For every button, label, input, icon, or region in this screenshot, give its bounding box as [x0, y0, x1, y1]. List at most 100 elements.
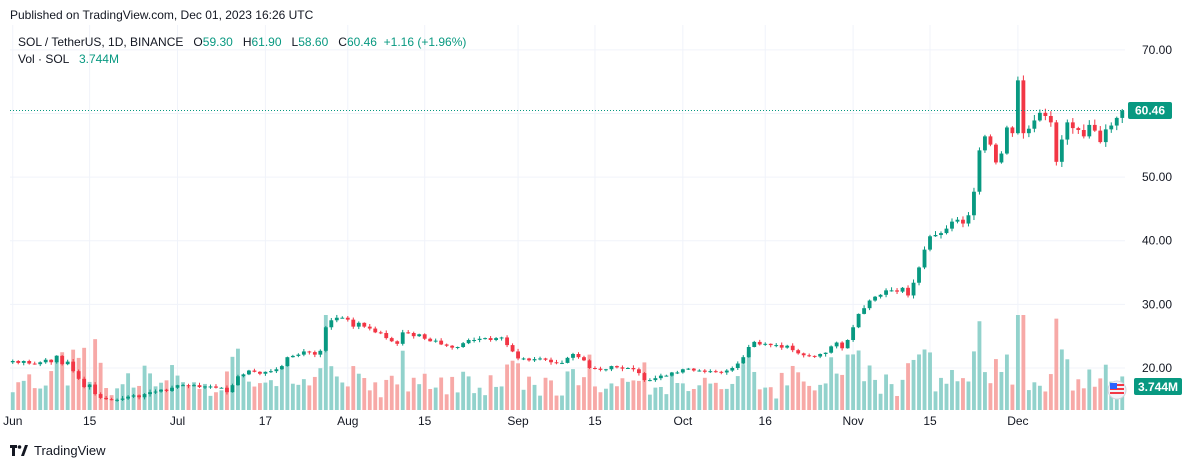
volume-bar [538, 395, 542, 410]
symbol-title[interactable]: SOL / TetherUS, 1D, BINANCE [18, 35, 184, 49]
candle-body [554, 362, 559, 364]
volume-bar [1098, 378, 1103, 410]
candle-body [851, 327, 856, 340]
volume-bar [983, 372, 987, 410]
open-value: 59.30 [202, 35, 233, 49]
volume-bar [1026, 390, 1031, 410]
volume-bar [98, 362, 103, 410]
footer-brand[interactable]: TradingView [34, 443, 106, 458]
volume-bar [1103, 364, 1108, 410]
candle-body [906, 287, 910, 296]
volume-bar [719, 389, 724, 410]
candle-body [422, 334, 427, 339]
candle-body [170, 387, 174, 391]
volume-bar [933, 391, 938, 410]
candle-body [757, 341, 762, 345]
time-tick-label: 15 [418, 414, 432, 428]
volume-bar [82, 347, 87, 410]
volume-bar [785, 385, 790, 410]
volume-title[interactable]: Vol · SOL [18, 52, 69, 66]
candle-body [395, 341, 400, 344]
candle-body [499, 337, 504, 339]
candle-body [1054, 122, 1059, 162]
candle-body [444, 344, 449, 346]
volume-bar [1059, 349, 1064, 410]
volume-bar [505, 364, 510, 410]
candle-body [889, 290, 894, 292]
candle-body [1059, 139, 1064, 162]
time-tick-label: 15 [923, 414, 937, 428]
volume-bar [697, 385, 702, 410]
candle-body [999, 153, 1004, 163]
volume-bar [691, 388, 696, 410]
candle-body [71, 361, 76, 372]
candle-body [49, 359, 54, 363]
time-axis[interactable]: Jun 15 Jul 17 Aug 15 Sep 15 Oct 16 Nov 15 Dec [3, 414, 1028, 428]
candle-body [1109, 125, 1114, 130]
volume-bar [1109, 381, 1114, 410]
candle-body [203, 386, 207, 388]
volume-bar [203, 383, 207, 410]
volume-bar [323, 315, 328, 410]
candle-body [197, 385, 202, 388]
volume-bar [301, 379, 306, 410]
volume-bar [120, 384, 125, 410]
price-axis[interactable]: 70.00 60.00 50.00 40.00 30.00 20.00 [1142, 43, 1172, 375]
volume-bar [208, 395, 213, 410]
candle-body [713, 371, 718, 373]
candle-body [16, 361, 21, 363]
candle-body [1021, 80, 1026, 134]
candle-body [604, 369, 608, 371]
volume-value: 3.744M [78, 52, 119, 66]
volume-bar [730, 383, 735, 410]
volume-bar [884, 374, 888, 410]
volume-bar [735, 376, 740, 410]
candle-body [483, 338, 488, 340]
candle-body [642, 373, 647, 381]
candle-body [82, 378, 87, 388]
volume-bar [406, 391, 411, 410]
candle-body [257, 371, 262, 374]
volume-bar [796, 372, 801, 410]
candle-body [636, 369, 641, 374]
volume-bar [961, 378, 965, 410]
volume-bar [384, 379, 389, 410]
volume-bar [604, 388, 608, 410]
time-tick-label: 16 [759, 414, 773, 428]
candle-body [263, 371, 268, 374]
volume-bar [499, 386, 504, 410]
candle-body [159, 389, 163, 392]
volume-bar [257, 383, 262, 410]
candle-body [126, 396, 131, 399]
candle-body [268, 371, 273, 373]
volume-bar [477, 387, 482, 410]
volume-bar [181, 382, 185, 410]
volume-bar [944, 383, 949, 410]
candle-body [521, 358, 526, 360]
candle-body [318, 350, 323, 355]
candle-body [477, 338, 482, 340]
volume-bar [994, 359, 998, 410]
volume-bar [351, 366, 356, 410]
volume-bar [296, 384, 301, 410]
volume-bar [999, 371, 1004, 410]
candles [10, 75, 1125, 402]
candle-body [323, 327, 328, 351]
volume-bar [521, 389, 526, 410]
candle-body [900, 287, 905, 292]
volume-bar [340, 382, 345, 410]
price-tick-label: 70.00 [1142, 43, 1172, 57]
volume-bar [1054, 318, 1059, 410]
candle-body [296, 354, 301, 356]
flag-icon[interactable] [1107, 380, 1127, 400]
candle-body [917, 267, 921, 283]
volume-bar [378, 397, 383, 410]
candle-body [834, 342, 839, 347]
candle-body [675, 372, 680, 374]
candle-body [680, 369, 685, 373]
volume-bar [290, 383, 295, 410]
candle-body [873, 296, 878, 301]
last-price-badge: 60.46 [1128, 102, 1172, 120]
volume-bar [126, 373, 131, 410]
